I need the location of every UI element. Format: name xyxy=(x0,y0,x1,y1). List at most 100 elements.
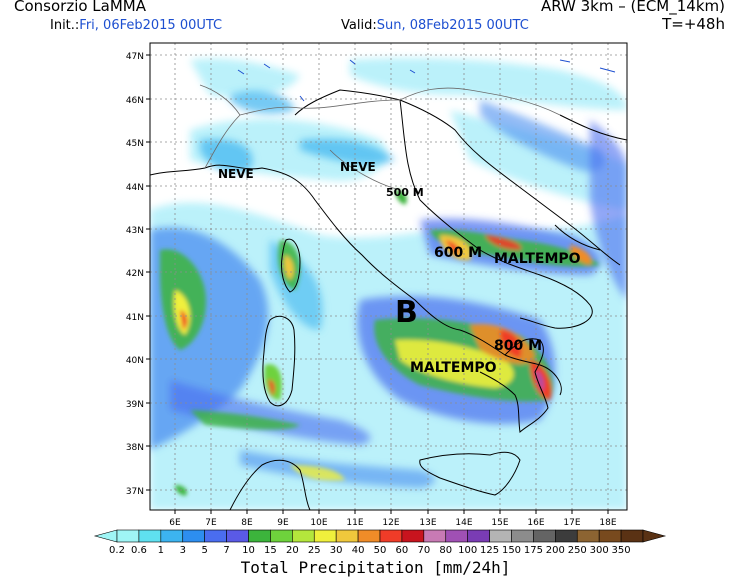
lat-label: 43N xyxy=(126,226,144,236)
legend-tick-label: 250 xyxy=(567,545,587,556)
lon-label: 10E xyxy=(310,518,327,528)
legend-arrow-left xyxy=(93,529,118,543)
legend-tick-label: 70 xyxy=(417,545,431,556)
lon-label: 17E xyxy=(563,518,580,528)
lat-label: 42N xyxy=(126,269,144,279)
legend-arrow-right xyxy=(642,529,667,543)
lakes xyxy=(237,59,616,102)
legend-color-cells xyxy=(93,529,667,543)
lon-label: 15E xyxy=(491,518,508,528)
legend-tick-label: 300 xyxy=(589,545,609,556)
legend-tick-label: 1 xyxy=(157,545,165,556)
longitude-labels: 6E 7E 8E 9E 10E 11E 12E 13E 14E 15E 16E … xyxy=(169,518,617,528)
legend-tick-label: 80 xyxy=(439,545,453,556)
annotation-snow-800: 800 M xyxy=(494,338,543,354)
legend-cell xyxy=(357,529,381,543)
legend-tick-label: 50 xyxy=(373,545,387,556)
map-frame xyxy=(149,42,628,511)
legend-cell xyxy=(313,529,337,543)
legend-tick-label: 10 xyxy=(242,545,255,556)
legend-tick-label: 0.6 xyxy=(130,545,147,556)
legend-cell xyxy=(379,529,403,543)
lat-label: 40N xyxy=(126,356,144,366)
annotation-maltempo-east: MALTEMPO xyxy=(494,251,581,267)
lon-label: 18E xyxy=(599,518,616,528)
lead-time: T=+48h xyxy=(662,15,725,33)
legend-tick-label: 25 xyxy=(307,545,321,556)
precipitation-field xyxy=(150,58,627,510)
legend-cell xyxy=(116,529,140,543)
legend-tick-label: 350 xyxy=(611,545,631,556)
legend-cell xyxy=(138,529,162,543)
legend-cell xyxy=(292,529,315,543)
legend-cell xyxy=(555,529,578,543)
lon-label: 7E xyxy=(205,518,217,528)
legend-cell xyxy=(576,529,600,543)
annotation-snow-600: 600 M xyxy=(434,245,483,261)
init-value: Fri, 06Feb2015 00UTC xyxy=(79,18,223,33)
legend-cell xyxy=(445,529,468,543)
legend-tick-label: 0.2 xyxy=(109,545,125,556)
annotation-maltempo-south: MALTEMPO xyxy=(410,360,497,376)
legend-cell xyxy=(511,529,534,543)
legend-cell xyxy=(204,529,227,543)
lat-label: 44N xyxy=(126,183,144,193)
latitude-labels: 47N 46N 45N 44N 43N 42N 41N 40N 39N 38N … xyxy=(126,52,144,497)
lat-label: 37N xyxy=(126,487,144,497)
organization-title: Consorzio LaMMA xyxy=(14,0,146,15)
legend-tick-label: 30 xyxy=(329,545,343,556)
legend-tick-label: 5 xyxy=(201,545,208,556)
legend-cell xyxy=(270,529,293,543)
lon-label: 14E xyxy=(455,518,472,528)
coastlines xyxy=(150,89,627,510)
legend-tick-label: 20 xyxy=(285,545,299,556)
valid-value: Sun, 08Feb2015 00UTC xyxy=(376,18,529,33)
valid-label: Valid: xyxy=(341,18,377,33)
lon-label: 13E xyxy=(419,518,436,528)
legend-cell xyxy=(160,529,184,543)
legend-tick-label: 15 xyxy=(264,545,277,556)
lon-label: 6E xyxy=(169,518,181,528)
legend-cell xyxy=(226,529,249,543)
annotation-neve-west: NEVE xyxy=(218,167,254,181)
legend-cell xyxy=(620,529,644,543)
lon-label: 16E xyxy=(527,518,544,528)
legend-cell xyxy=(533,529,556,543)
lon-label: 9E xyxy=(277,518,289,528)
lat-label: 46N xyxy=(126,96,144,106)
legend-tick-label: 100 xyxy=(458,545,478,556)
lat-label: 38N xyxy=(126,443,144,453)
legend-tick-label: 3 xyxy=(179,545,186,556)
model-title: ARW 3km – (ECM_14km) xyxy=(540,0,725,15)
lat-label: 47N xyxy=(126,52,144,62)
lon-label: 8E xyxy=(241,518,253,528)
legend-tick-label: 40 xyxy=(351,545,365,556)
legend-cell xyxy=(248,529,271,543)
legend-cell xyxy=(423,529,447,543)
legend-cell xyxy=(467,529,490,543)
legend-tick-label: 175 xyxy=(523,545,543,556)
lat-label: 41N xyxy=(126,313,144,323)
init-label: Init.: xyxy=(50,18,80,33)
annotation-neve-central: NEVE xyxy=(340,160,376,174)
legend-cell xyxy=(598,529,622,543)
lat-label: 39N xyxy=(126,400,144,410)
borders xyxy=(199,84,561,191)
legend-title: Total Precipitation [mm/24h] xyxy=(240,558,511,577)
legend-cell xyxy=(335,529,359,543)
lat-label: 45N xyxy=(126,139,144,149)
legend-tick-label: 60 xyxy=(395,545,409,556)
legend-cell xyxy=(401,529,425,543)
lon-label: 11E xyxy=(346,518,363,528)
legend-cell xyxy=(182,529,205,543)
legend-cell xyxy=(489,529,512,543)
legend-tick-label: 125 xyxy=(480,545,500,556)
lon-label: 12E xyxy=(382,518,399,528)
valid-time: Valid:Sun, 08Feb2015 00UTC xyxy=(341,18,529,33)
legend-tick-label: 150 xyxy=(501,545,522,556)
legend-tick-label: 7 xyxy=(223,545,230,556)
annotation-low-pressure: B xyxy=(395,295,418,330)
annotation-snow-500: 500 M xyxy=(386,186,424,199)
